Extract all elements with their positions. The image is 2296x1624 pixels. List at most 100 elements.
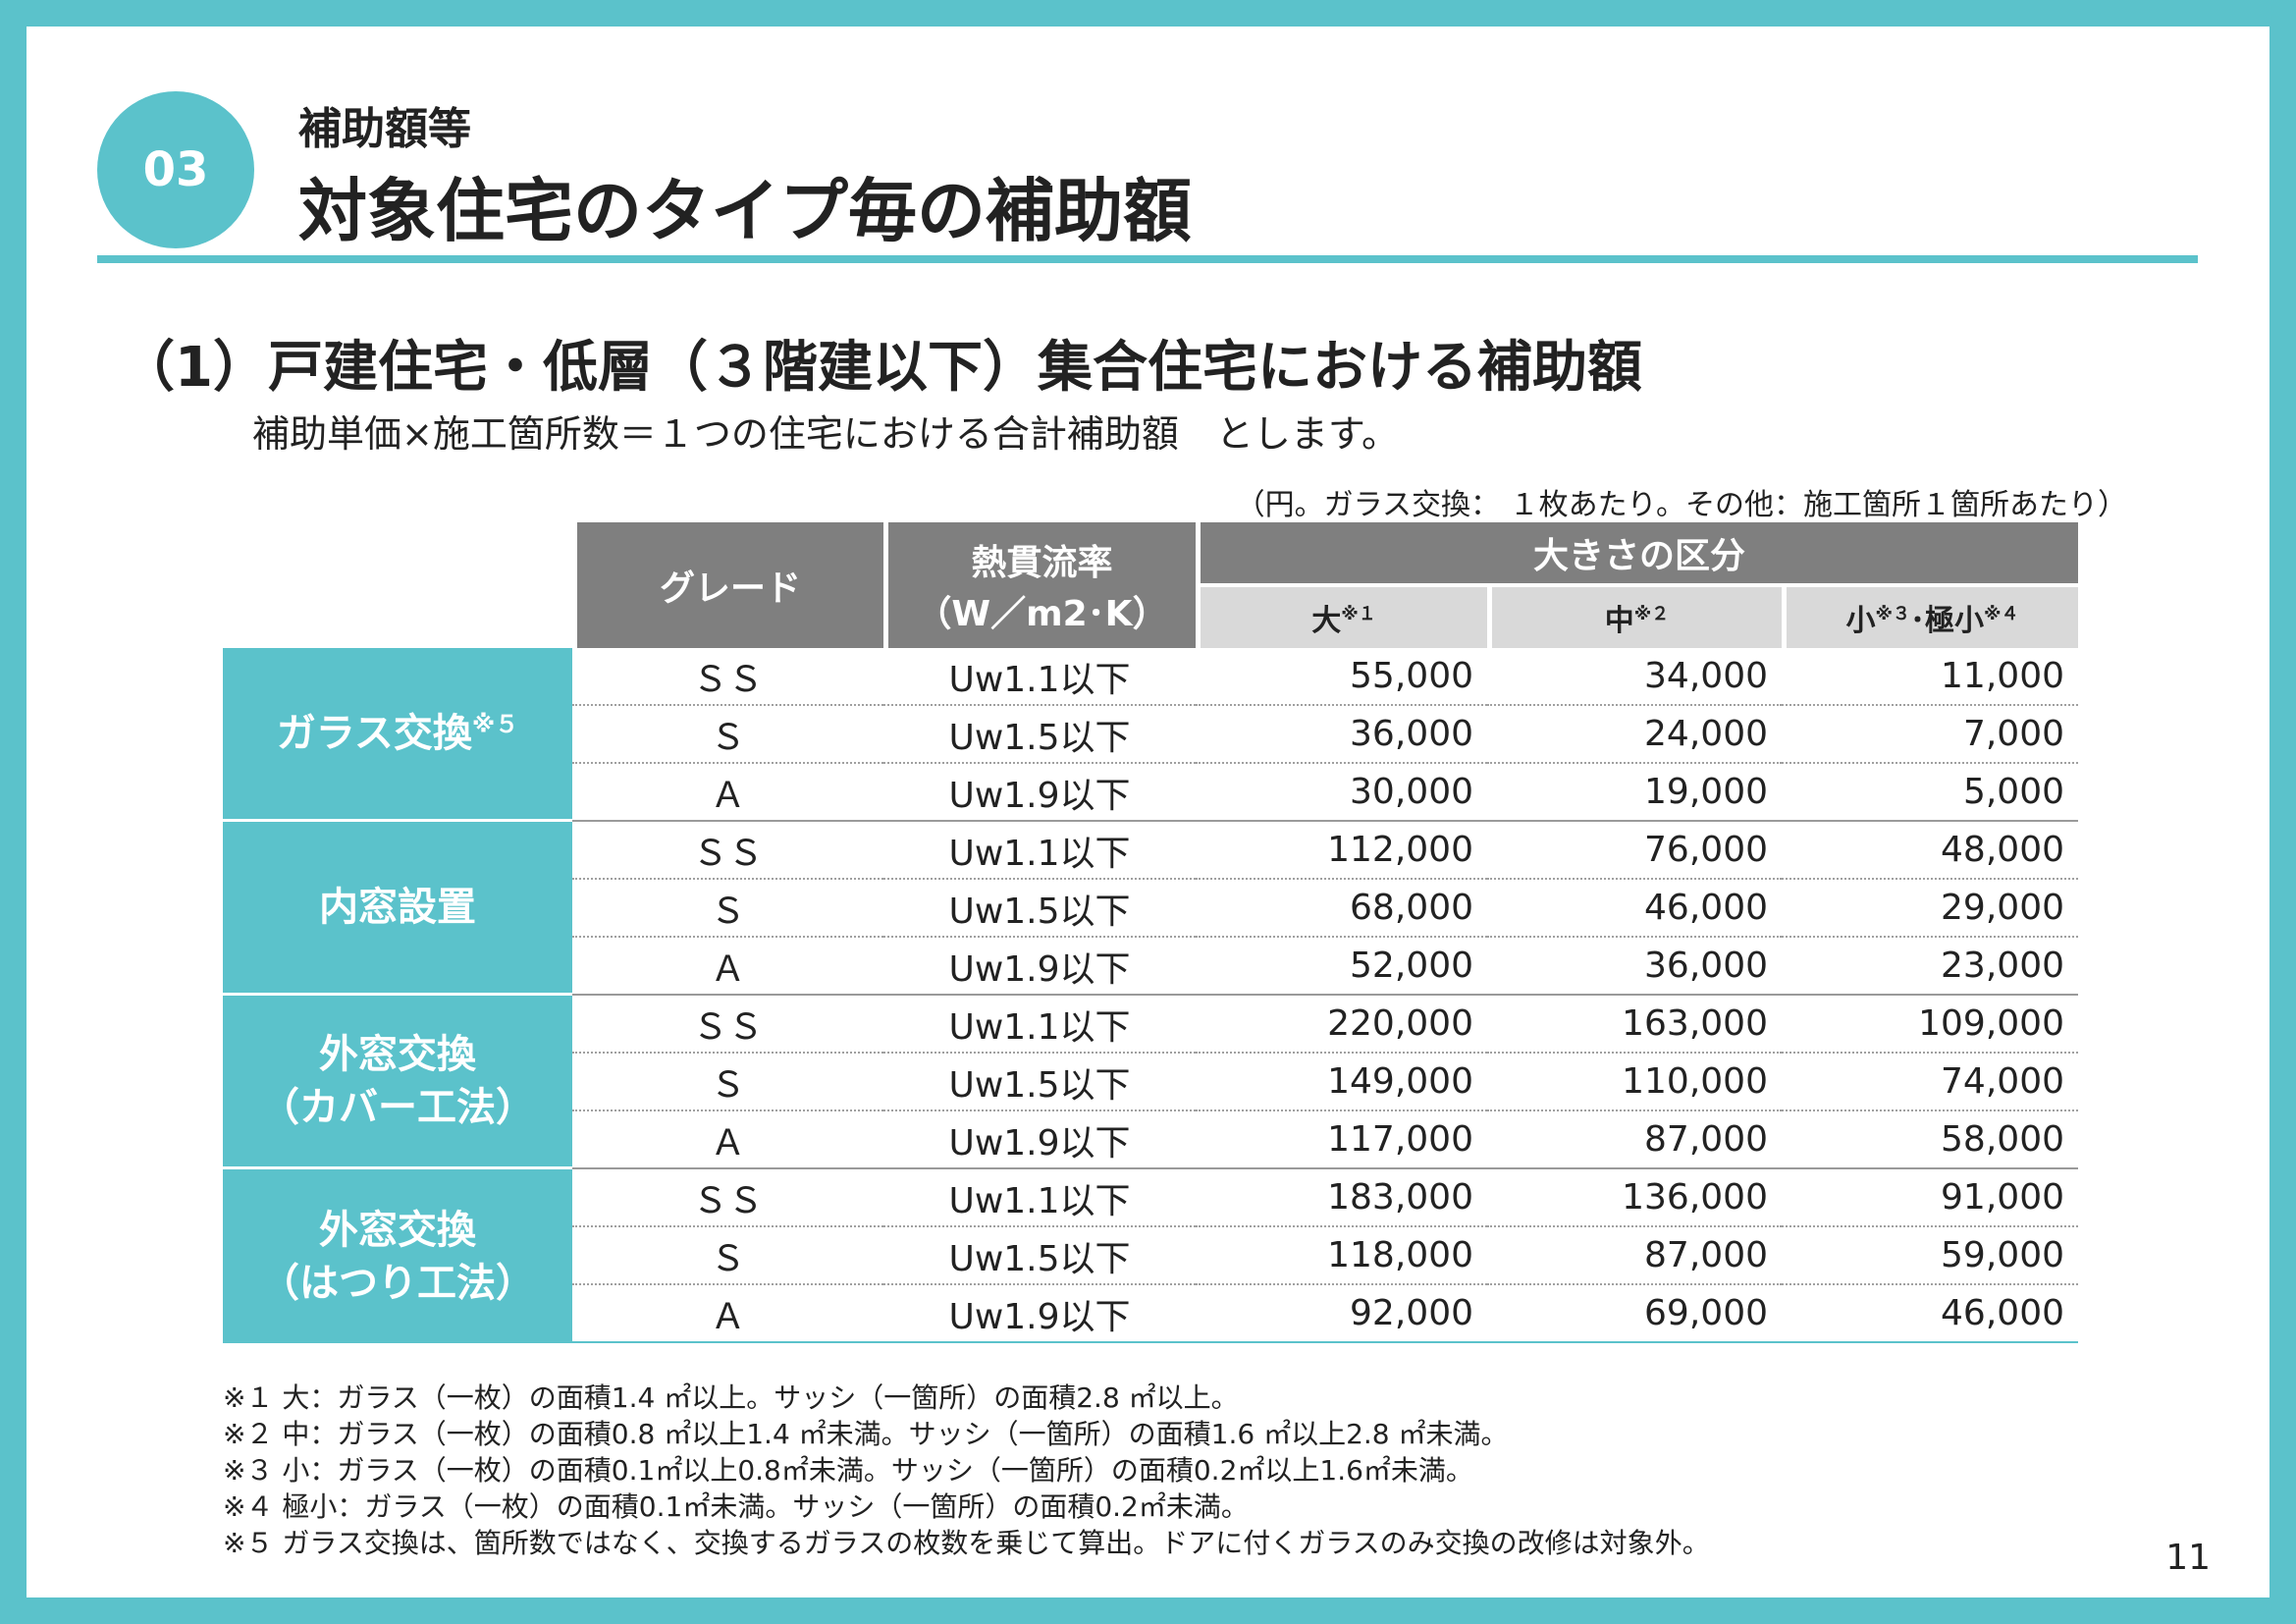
header-thermal-rate: 熱貫流率 （W／m2･K） (883, 522, 1196, 648)
amount-small: 11,000 (1782, 648, 2078, 706)
table-row: Ｓ Uw1.5以下 36,000 24,000 7,000 (223, 706, 2078, 764)
slide-page: 03 補助額等 対象住宅のタイプ毎の補助額 （1）戸建住宅・低層（３階建以下）集… (27, 27, 2269, 1597)
header-blank (223, 522, 572, 648)
grade-cell: Ｓ (572, 1227, 883, 1285)
rate-cell: Uw1.1以下 (883, 1169, 1196, 1227)
footnote-4: ※４ 極小：ガラス（一枚）の面積0.1㎡未満。サッシ（一箇所）の面積0.2㎡未満… (223, 1490, 1249, 1523)
amount-medium: 34,000 (1487, 648, 1782, 706)
amount-small: 59,000 (1782, 1227, 2078, 1285)
table-row: Ａ Uw1.9以下 52,000 36,000 23,000 (223, 938, 2078, 996)
category-inner-window: 内窓設置 (223, 822, 572, 996)
grade-cell: Ａ (572, 764, 883, 822)
unit-note: （円。ガラス交換： １枚あたり。その他：施工箇所１箇所あたり） (1235, 488, 2127, 522)
grade-cell: Ａ (572, 938, 883, 996)
amount-small: 74,000 (1782, 1054, 2078, 1111)
section-label: 補助額等 (298, 104, 471, 154)
rate-cell: Uw1.5以下 (883, 880, 1196, 938)
amount-medium: 87,000 (1487, 1227, 1782, 1285)
rate-cell: Uw1.9以下 (883, 938, 1196, 996)
footnote-5: ※５ ガラス交換は、箇所数ではなく、交換するガラスの枚数を乗じて算出。ドアに付く… (223, 1527, 1710, 1559)
grade-cell: ＳＳ (572, 822, 883, 880)
amount-small: 109,000 (1782, 996, 2078, 1054)
rate-cell: Uw1.5以下 (883, 706, 1196, 764)
amount-medium: 136,000 (1487, 1169, 1782, 1227)
section-number: 03 (142, 142, 209, 197)
amount-large: 68,000 (1196, 880, 1487, 938)
amount-large: 220,000 (1196, 996, 1487, 1054)
amount-medium: 69,000 (1487, 1285, 1782, 1343)
rate-cell: Uw1.5以下 (883, 1227, 1196, 1285)
amount-medium: 76,000 (1487, 822, 1782, 880)
amount-medium: 163,000 (1487, 996, 1782, 1054)
rate-cell: Uw1.1以下 (883, 822, 1196, 880)
amount-small: 23,000 (1782, 938, 2078, 996)
amount-small: 46,000 (1782, 1285, 2078, 1343)
amount-large: 92,000 (1196, 1285, 1487, 1343)
table-row: 内窓設置 ＳＳ Uw1.1以下 112,000 76,000 48,000 (223, 822, 2078, 996)
table-row: Ｓ Uw1.5以下 118,000 87,000 59,000 (223, 1227, 2078, 1285)
amount-small: 48,000 (1782, 822, 2078, 880)
amount-small: 5,000 (1782, 764, 2078, 822)
amount-large: 149,000 (1196, 1054, 1487, 1111)
header-divider (97, 255, 2198, 263)
formula-text: 補助単価×施工箇所数＝１つの住宅における合計補助額 とします。 (252, 412, 1400, 456)
amount-large: 36,000 (1196, 706, 1487, 764)
grade-cell: ＳＳ (572, 648, 883, 706)
rate-cell: Uw1.1以下 (883, 996, 1196, 1054)
amount-large: 30,000 (1196, 764, 1487, 822)
amount-medium: 24,000 (1487, 706, 1782, 764)
table-row: 外窓交換 （はつり工法） ＳＳ Uw1.1以下 183,000 136,000 … (223, 1169, 2078, 1343)
note-ref: ※３ (1875, 604, 1911, 625)
table-row: Ａ Uw1.9以下 92,000 69,000 46,000 (223, 1285, 2078, 1343)
grade-cell: Ｓ (572, 706, 883, 764)
note-ref: ※２ (1633, 604, 1670, 625)
amount-medium: 46,000 (1487, 880, 1782, 938)
header-size-small: 小※３･極小※４ (1782, 583, 2078, 648)
rate-cell: Uw1.9以下 (883, 764, 1196, 822)
category-outer-window-chipping: 外窓交換 （はつり工法） (223, 1169, 572, 1343)
grade-cell: Ｓ (572, 880, 883, 938)
amount-small: 58,000 (1782, 1111, 2078, 1169)
subsidy-table: グレード 熱貫流率 （W／m2･K） 大きさの区分 大※１ 中※２ 小※ (223, 522, 2078, 1343)
amount-medium: 110,000 (1487, 1054, 1782, 1111)
note-ref: ※４ (1984, 604, 2019, 625)
rate-cell: Uw1.9以下 (883, 1285, 1196, 1343)
table-row: 外窓交換 （カバー工法） ＳＳ Uw1.1以下 220,000 163,000 … (223, 996, 2078, 1169)
amount-small: 91,000 (1782, 1169, 2078, 1227)
amount-small: 7,000 (1782, 706, 2078, 764)
footnotes: ※１ 大：ガラス（一枚）の面積1.4 ㎡以上。サッシ（一箇所）の面積2.8 ㎡以… (223, 1380, 1710, 1561)
grade-cell: Ｓ (572, 1054, 883, 1111)
note-ref: ※１ (1341, 604, 1376, 625)
table-row: ガラス交換※５ ＳＳ Uw1.1以下 55,000 34,000 11,000 (223, 648, 2078, 822)
table-row: Ｓ Uw1.5以下 149,000 110,000 74,000 (223, 1054, 2078, 1111)
rate-cell: Uw1.5以下 (883, 1054, 1196, 1111)
category-glass-replacement: ガラス交換※５ (223, 648, 572, 822)
header-size-large: 大※１ (1196, 583, 1487, 648)
amount-large: 118,000 (1196, 1227, 1487, 1285)
header-grade: グレード (572, 522, 883, 648)
rate-cell: Uw1.1以下 (883, 648, 1196, 706)
amount-medium: 87,000 (1487, 1111, 1782, 1169)
amount-medium: 36,000 (1487, 938, 1782, 996)
header-size-medium: 中※２ (1487, 583, 1782, 648)
header-thermal-rate-line2: （W／m2･K） (916, 594, 1168, 634)
footnote-3: ※３ 小：ガラス（一枚）の面積0.1㎡以上0.8㎡未満。サッシ（一箇所）の面積0… (223, 1454, 1473, 1487)
grade-cell: ＳＳ (572, 996, 883, 1054)
grade-cell: Ａ (572, 1285, 883, 1343)
page-title: 対象住宅のタイプ毎の補助額 (298, 171, 1192, 251)
amount-large: 183,000 (1196, 1169, 1487, 1227)
amount-small: 29,000 (1782, 880, 2078, 938)
header-thermal-rate-line1: 熱貫流率 (971, 543, 1113, 583)
amount-medium: 19,000 (1487, 764, 1782, 822)
grade-cell: Ａ (572, 1111, 883, 1169)
table-row: Ａ Uw1.9以下 30,000 19,000 5,000 (223, 764, 2078, 822)
amount-large: 52,000 (1196, 938, 1487, 996)
table-row: Ｓ Uw1.5以下 68,000 46,000 29,000 (223, 880, 2078, 938)
header-size-category: 大きさの区分 (1196, 522, 2078, 583)
footnote-2: ※２ 中：ガラス（一枚）の面積0.8 ㎡以上1.4 ㎡未満。サッシ（一箇所）の面… (223, 1418, 1509, 1450)
page-number: 11 (2165, 1538, 2211, 1578)
amount-large: 112,000 (1196, 822, 1487, 880)
rate-cell: Uw1.9以下 (883, 1111, 1196, 1169)
amount-large: 55,000 (1196, 648, 1487, 706)
amount-large: 117,000 (1196, 1111, 1487, 1169)
